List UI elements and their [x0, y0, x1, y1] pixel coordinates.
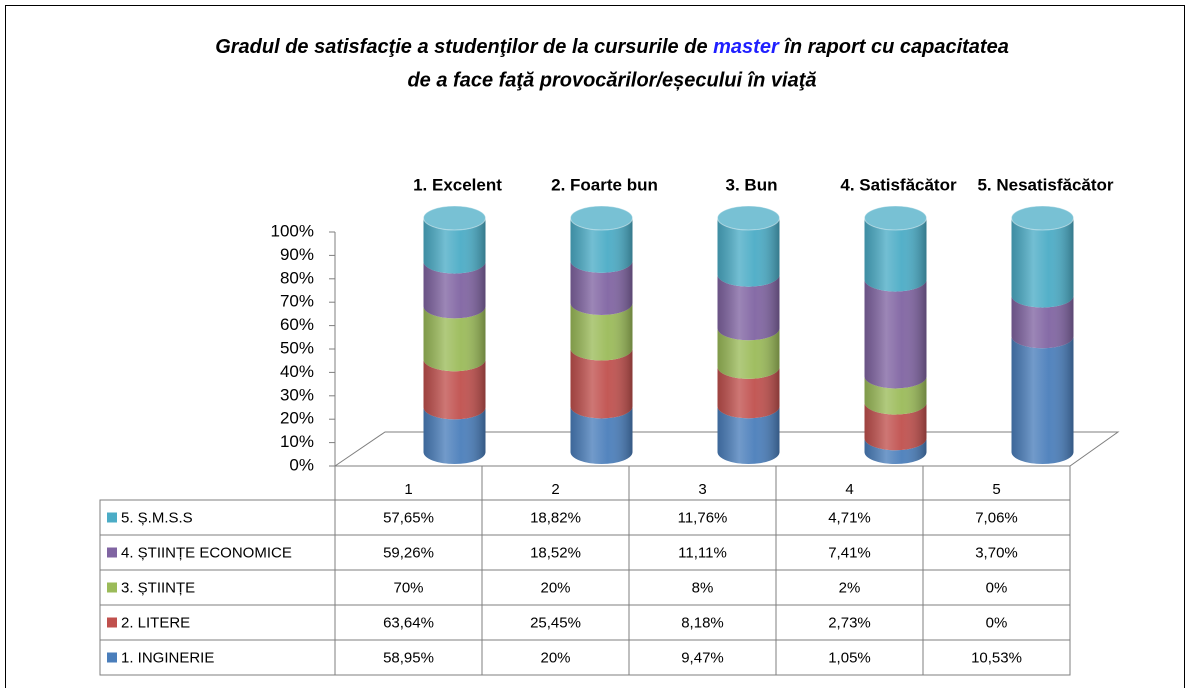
table-value: 20% — [540, 579, 570, 596]
legend-swatch — [107, 617, 117, 628]
y-tick-label: 90% — [280, 245, 314, 264]
x-tick-label: 1 — [404, 481, 412, 498]
table-value: 4,71% — [828, 509, 871, 526]
table-value: 7,41% — [828, 544, 871, 561]
table-value: 9,47% — [681, 649, 724, 666]
legend-swatch — [107, 512, 117, 523]
frame — [5, 5, 1185, 688]
table-value: 3,70% — [975, 544, 1018, 561]
table-value: 11,11% — [678, 544, 727, 561]
table-value: 1,05% — [828, 649, 871, 666]
x-tick-label: 4 — [845, 481, 853, 498]
annotation: 1. Excelent — [413, 175, 502, 194]
cylinder-cap-shine — [570, 206, 633, 230]
table-value: 58,95% — [383, 649, 434, 666]
table-value: 25,45% — [530, 614, 581, 631]
y-tick-label: 0% — [289, 455, 314, 474]
cylinder-cap — [570, 205, 633, 231]
cylinder-cap-shine — [423, 206, 486, 230]
x-tick-label: 3 — [698, 481, 706, 498]
table-value: 8,18% — [681, 614, 724, 631]
table-value: 70% — [393, 579, 423, 596]
annotation: 4. Satisfăcător — [840, 175, 957, 194]
y-tick-label: 80% — [280, 268, 314, 287]
y-tick-label: 50% — [280, 338, 314, 357]
cylinder-cap — [717, 205, 780, 231]
table-value: 20% — [540, 649, 570, 666]
table-value: 18,52% — [530, 544, 581, 561]
table-value: 57,65% — [383, 509, 434, 526]
legend-label: 4. ȘTIINȚE ECONOMICE — [121, 544, 292, 561]
y-tick-label: 20% — [280, 409, 314, 428]
cylinder-cap-shine — [1011, 206, 1074, 230]
cylinder-cap-shine — [717, 206, 780, 230]
legend-swatch — [107, 547, 117, 558]
legend-swatch — [107, 652, 117, 663]
cylinder-shade — [1011, 218, 1074, 464]
legend-label: 2. LITERE — [121, 614, 190, 631]
table-value: 0% — [986, 579, 1008, 596]
title-part: Gradul de satisfacţie a studenţilor de l… — [215, 36, 713, 58]
cylinder-cap-shine — [864, 206, 927, 230]
table-value: 7,06% — [975, 509, 1018, 526]
table-value: 59,26% — [383, 544, 434, 561]
legend-swatch — [107, 582, 117, 593]
x-tick-label: 2 — [551, 481, 559, 498]
chart-title: de a face faţă provocărilor/eșecului în … — [407, 69, 816, 91]
legend-label: 5. Ș.M.S.S — [121, 509, 193, 526]
cylinder-shade — [423, 218, 486, 464]
table-value: 0% — [986, 614, 1008, 631]
y-tick-label: 10% — [280, 432, 314, 451]
title-part: în raport cu capacitatea — [779, 36, 1009, 58]
y-tick-label: 60% — [280, 315, 314, 334]
table-value: 2% — [839, 579, 861, 596]
table-value: 8% — [692, 579, 714, 596]
annotation: 5. Nesatisfăcător — [977, 175, 1113, 194]
table-value: 2,73% — [828, 614, 871, 631]
table-cell — [922, 639, 1071, 676]
table-value: 18,82% — [530, 509, 581, 526]
cylinder-cap — [864, 205, 927, 231]
title-part: master — [713, 36, 780, 58]
y-tick-label: 40% — [280, 362, 314, 381]
annotation: 2. Foarte bun — [551, 175, 658, 194]
table-value: 10,53% — [971, 649, 1022, 666]
cylinder-shade — [717, 218, 780, 464]
cylinder-shade — [864, 218, 927, 464]
cylinder-cap — [1011, 205, 1074, 231]
table-value: 63,64% — [383, 614, 434, 631]
chart-title: Gradul de satisfacţie a studenţilor de l… — [215, 36, 1009, 58]
y-tick-label: 30% — [280, 385, 314, 404]
y-tick-label: 100% — [271, 221, 314, 240]
x-tick-label: 5 — [992, 481, 1000, 498]
cylinder-cap — [423, 205, 486, 231]
y-tick-label: 70% — [280, 292, 314, 311]
cylinder-shade — [570, 218, 633, 464]
legend-label: 1. INGINERIE — [121, 649, 214, 666]
annotation: 3. Bun — [726, 175, 778, 194]
legend-label: 3. ȘTIINȚE — [121, 579, 195, 596]
table-value: 11,76% — [678, 509, 728, 526]
